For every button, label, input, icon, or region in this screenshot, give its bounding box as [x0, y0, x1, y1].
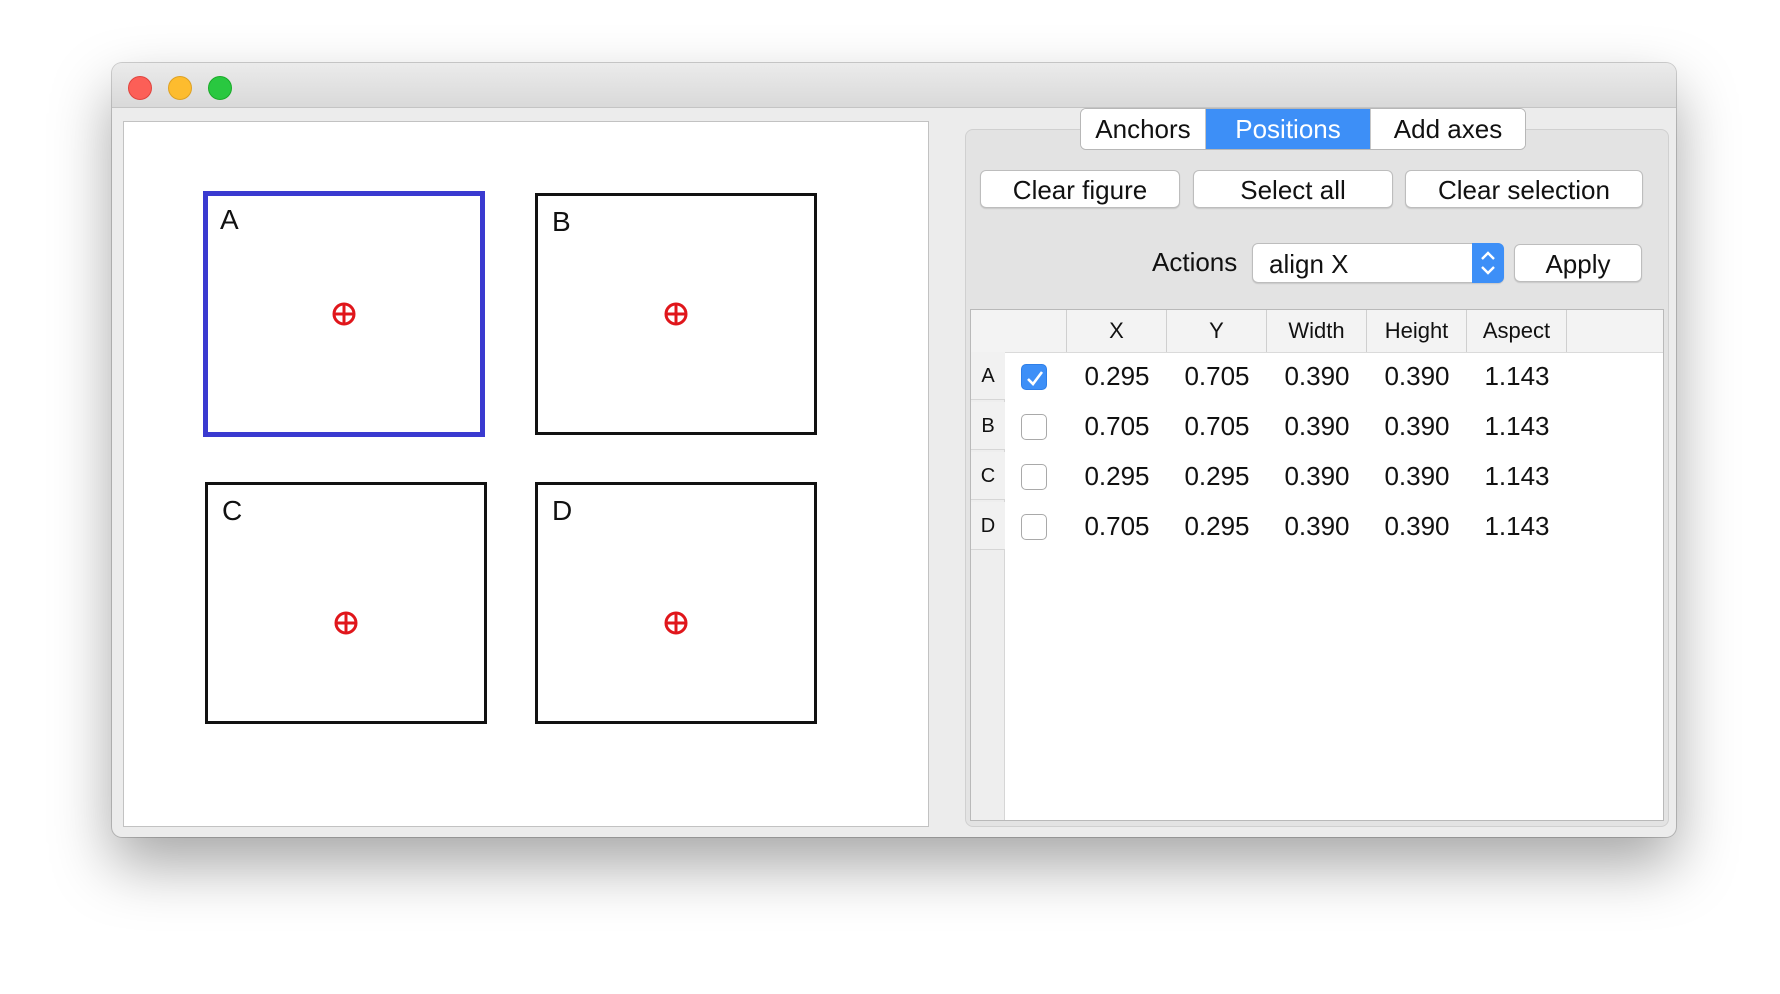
axes-label: D — [552, 495, 573, 526]
actions-select-value: align X — [1269, 249, 1349, 279]
crosshair-circle-icon[interactable] — [331, 301, 357, 327]
cell-aspect[interactable]: 1.143 — [1484, 361, 1550, 391]
updown-chevron-icon[interactable] — [1472, 243, 1504, 283]
apply-button[interactable]: Apply — [1514, 244, 1642, 282]
column-header-aspect[interactable]: Aspect — [1467, 310, 1567, 352]
minimize-window-button[interactable] — [168, 76, 192, 100]
column-header-height[interactable]: Height — [1367, 310, 1467, 352]
row-header[interactable]: A — [971, 352, 1005, 400]
axes-label: A — [220, 204, 239, 235]
crosshair-circle-icon[interactable] — [663, 301, 689, 327]
row-header[interactable]: D — [971, 502, 1005, 550]
cell-y[interactable]: 0.705 — [1184, 361, 1250, 391]
row-header[interactable]: B — [971, 402, 1005, 450]
cell-height[interactable]: 0.390 — [1384, 511, 1450, 541]
tab-add-axes[interactable]: Add axes — [1371, 109, 1525, 149]
row-header-column: A B C D — [971, 352, 1005, 820]
crosshair-circle-icon[interactable] — [663, 610, 689, 636]
crosshair-circle-icon[interactable] — [333, 610, 359, 636]
actions-label: Actions — [1152, 247, 1238, 277]
cell-x[interactable]: 0.705 — [1084, 511, 1150, 541]
clear-selection-button[interactable]: Clear selection — [1405, 170, 1643, 208]
column-header-x[interactable]: X — [1067, 310, 1167, 352]
cell-width[interactable]: 0.390 — [1284, 411, 1350, 441]
row-checkbox-a[interactable] — [1021, 364, 1047, 390]
axes-label: C — [222, 495, 243, 526]
tab-anchors[interactable]: Anchors — [1081, 109, 1206, 149]
cell-x[interactable]: 0.295 — [1084, 361, 1150, 391]
column-header-width[interactable]: Width — [1267, 310, 1367, 352]
cell-y[interactable]: 0.295 — [1184, 511, 1250, 541]
title-bar — [112, 63, 1676, 108]
axes-box-c[interactable]: C — [205, 482, 487, 724]
tab-bar: Anchors Positions Add axes — [1080, 108, 1526, 150]
cell-aspect[interactable]: 1.143 — [1484, 511, 1550, 541]
cell-height[interactable]: 0.390 — [1384, 461, 1450, 491]
select-all-button[interactable]: Select all — [1193, 170, 1393, 208]
row-checkbox-b[interactable] — [1021, 414, 1047, 440]
axes-box-b[interactable]: B — [535, 193, 817, 435]
app-window: A B C D — [112, 63, 1676, 837]
axes-box-d[interactable]: D — [535, 482, 817, 724]
cell-aspect[interactable]: 1.143 — [1484, 461, 1550, 491]
cell-width[interactable]: 0.390 — [1284, 461, 1350, 491]
actions-select[interactable]: align X — [1252, 243, 1504, 283]
clear-figure-button[interactable]: Clear figure — [980, 170, 1180, 208]
close-window-button[interactable] — [128, 76, 152, 100]
cell-y[interactable]: 0.295 — [1184, 461, 1250, 491]
row-checkbox-c[interactable] — [1021, 464, 1047, 490]
row-checkbox-d[interactable] — [1021, 514, 1047, 540]
cell-y[interactable]: 0.705 — [1184, 411, 1250, 441]
row-header[interactable]: C — [971, 452, 1005, 500]
corner-header — [971, 310, 1067, 352]
cell-x[interactable]: 0.295 — [1084, 461, 1150, 491]
axes-box-a[interactable]: A — [203, 191, 485, 437]
cell-height[interactable]: 0.390 — [1384, 411, 1450, 441]
column-header-y[interactable]: Y — [1167, 310, 1267, 352]
cell-aspect[interactable]: 1.143 — [1484, 411, 1550, 441]
figure-canvas[interactable]: A B C D — [123, 121, 929, 827]
cell-width[interactable]: 0.390 — [1284, 361, 1350, 391]
table-header: X Y Width Height Aspect — [971, 310, 1663, 353]
axes-label: B — [552, 206, 571, 237]
cell-x[interactable]: 0.705 — [1084, 411, 1150, 441]
positions-table: X Y Width Height Aspect A B C D 0.295 0.… — [970, 309, 1664, 821]
checkmark-icon — [1027, 371, 1044, 386]
tab-positions[interactable]: Positions — [1206, 109, 1371, 149]
cell-width[interactable]: 0.390 — [1284, 511, 1350, 541]
cell-height[interactable]: 0.390 — [1384, 361, 1450, 391]
maximize-window-button[interactable] — [208, 76, 232, 100]
